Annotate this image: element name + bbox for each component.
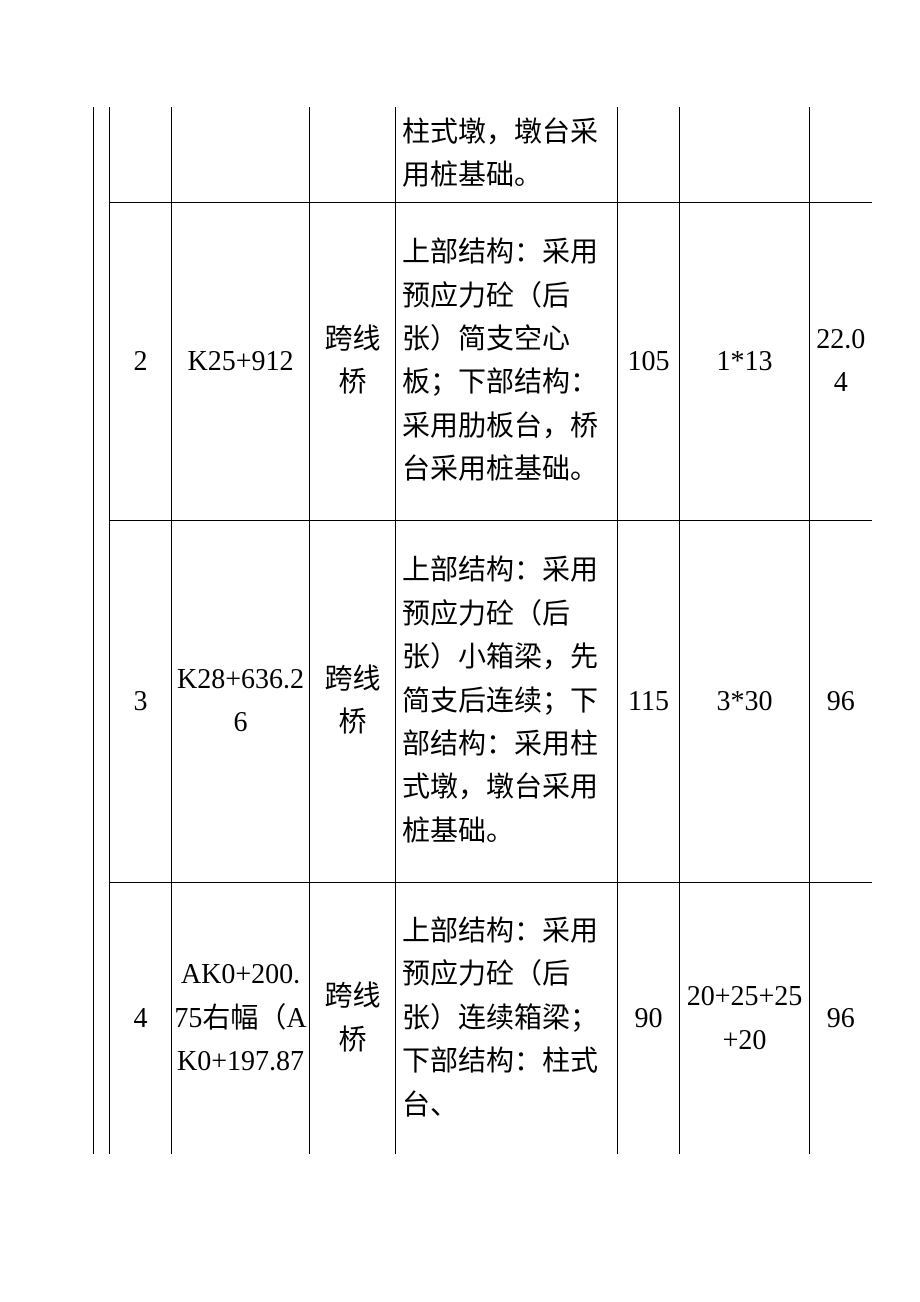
table-cell: 105 <box>618 202 680 520</box>
table-cell: 96 <box>810 520 872 882</box>
table-cell: 22.04 <box>810 202 872 520</box>
table-cell: 3 <box>110 520 172 882</box>
table-cell: 跨线桥 <box>310 520 396 882</box>
table-cell: 96 <box>810 882 872 1154</box>
document-page: 柱式墩，墩台采用桩基础。2K25+912跨线桥上部结构：采用预应力砼（后张）简支… <box>0 0 920 1302</box>
table-cell: 上部结构：采用预应力砼（后张）小箱梁，先简支后连续；下部结构：采用柱式墩，墩台采… <box>396 520 618 882</box>
table-cell: 115 <box>618 520 680 882</box>
table-cell: 上部结构：采用预应力砼（后张）简支空心板；下部结构：采用肋板台，桥台采用桩基础。 <box>396 202 618 520</box>
table-cell: 4 <box>110 882 172 1154</box>
table-cell: 20+25+25+20 <box>680 882 810 1154</box>
table-cell: 3*30 <box>680 520 810 882</box>
table-cell <box>680 107 810 202</box>
table-cell <box>110 107 172 202</box>
table-cell <box>310 107 396 202</box>
table-cell: 柱式墩，墩台采用桩基础。 <box>396 107 618 202</box>
table-cell: AK0+200.75右幅（AK0+197.87 <box>172 882 310 1154</box>
table-cell: 上部结构：采用预应力砼（后张）连续箱梁；下部结构：柱式台、 <box>396 882 618 1154</box>
table-cell: 90 <box>618 882 680 1154</box>
table-cell <box>810 107 872 202</box>
table-cell: 跨线桥 <box>310 882 396 1154</box>
table-cell: 1*13 <box>680 202 810 520</box>
table-cell: K25+912 <box>172 202 310 520</box>
table-cell: 2 <box>110 202 172 520</box>
bridge-table: 柱式墩，墩台采用桩基础。2K25+912跨线桥上部结构：采用预应力砼（后张）简支… <box>93 107 872 1154</box>
table-cell <box>618 107 680 202</box>
table-cell-group <box>94 107 110 1154</box>
table-cell: K28+636.26 <box>172 520 310 882</box>
table-cell: 跨线桥 <box>310 202 396 520</box>
table-cell <box>172 107 310 202</box>
